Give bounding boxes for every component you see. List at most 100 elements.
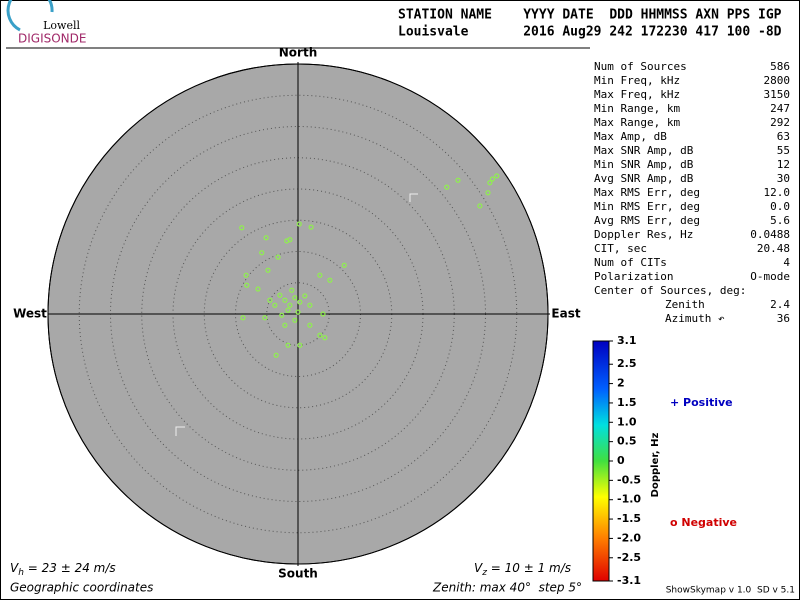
colorbar-tick-label: -1.5 <box>617 512 641 525</box>
colorbar-tick-label: 0.5 <box>617 435 637 448</box>
legend-negative: o Negative <box>670 516 737 529</box>
stat-value: 0.0488 <box>750 228 790 241</box>
source <box>327 277 333 283</box>
stat-value: 0.0 <box>770 200 790 213</box>
stat-label: Max Range, km <box>594 116 680 129</box>
stat-value: 4 <box>783 256 790 269</box>
stat-value: 36 <box>777 312 790 325</box>
stat-label: Center of Sources, deg: <box>594 284 746 297</box>
west: West <box>13 307 47 321</box>
source <box>259 250 265 256</box>
stat-value: 586 <box>770 60 790 73</box>
source <box>240 315 246 321</box>
stat-value: 55 <box>777 144 790 157</box>
source <box>297 299 303 305</box>
stat-value: 12 <box>777 158 790 171</box>
stat-value: 2800 <box>764 74 791 87</box>
stat-label: Max SNR Amp, dB <box>594 144 694 157</box>
source <box>287 302 293 308</box>
source <box>285 307 291 313</box>
legend-positive: + Positive <box>670 396 733 409</box>
stat-label: Num of Sources <box>594 60 687 73</box>
source <box>275 254 281 260</box>
colorbar-tick-label: 2 <box>617 377 625 390</box>
source <box>307 322 313 328</box>
source <box>317 272 323 278</box>
colorbar-tick-label: -1.0 <box>617 493 641 506</box>
source <box>244 282 250 288</box>
stat-label: Avg RMS Err, deg <box>594 214 700 227</box>
source <box>297 342 303 348</box>
source <box>273 352 279 358</box>
source <box>279 312 285 318</box>
source <box>243 272 249 278</box>
stat-label: CIT, sec <box>594 242 647 255</box>
stat-value: 2.4 <box>770 298 790 311</box>
stat-value: 63 <box>777 130 790 143</box>
south: South <box>278 567 318 581</box>
stat-label: Min Range, km <box>594 102 680 115</box>
north: North <box>279 46 317 60</box>
stat-value: 12.0 <box>764 186 791 199</box>
colorbar-tick-label: -0.5 <box>617 473 641 486</box>
source <box>285 342 291 348</box>
colorbar-tick-label: -2.0 <box>617 531 641 544</box>
marker <box>175 426 185 436</box>
colorbar-tick-label: -3.1 <box>617 574 641 587</box>
stat-label: Min Freq, kHz <box>594 74 680 87</box>
version: ShowSkymap v 1.0 SD v 5.1 <box>666 586 795 596</box>
source <box>277 292 283 298</box>
zenith-info: Zenith: max 40° step 5° <box>432 581 582 595</box>
stat-value: O-mode <box>750 270 790 283</box>
colorbar-tick-label: 1.5 <box>617 396 637 409</box>
source <box>322 335 328 341</box>
source <box>282 322 288 328</box>
stat-label: Max Amp, dB <box>594 130 667 143</box>
source <box>455 177 461 183</box>
stat-value: 3150 <box>764 88 791 101</box>
stat-label: Num of CITs <box>594 256 667 269</box>
source <box>239 225 245 231</box>
stat-value: 292 <box>770 116 790 129</box>
stat-value: 30 <box>777 172 790 185</box>
coords: Geographic coordinates <box>10 581 153 595</box>
stat-label: Min RMS Err, deg <box>594 200 700 213</box>
colorbar-tick-label: 0 <box>617 454 625 467</box>
vz: Vz = 10 ± 1 m/s <box>474 561 571 578</box>
logo-top: Lowell <box>43 19 80 32</box>
stat-value: 20.48 <box>757 242 790 255</box>
stat-label: Max Freq, kHz <box>594 88 680 101</box>
source <box>341 262 347 268</box>
source <box>289 287 295 293</box>
source <box>320 311 326 317</box>
source <box>494 173 500 179</box>
source <box>444 184 450 190</box>
colorbar-tick-label: 3.1 <box>617 334 637 347</box>
logo-swoosh <box>6 0 54 32</box>
source <box>265 267 271 273</box>
stat-label: Azimuth ↶ <box>665 312 725 325</box>
source <box>308 224 314 230</box>
source <box>272 302 278 308</box>
source <box>485 190 491 196</box>
colorbar-tick-label: 1.0 <box>617 415 637 428</box>
source <box>487 180 493 186</box>
header-columns: STATION NAME YYYY DATE DDD HHMMSS AXN PP… <box>398 8 782 23</box>
source <box>255 286 261 292</box>
colorbar-tick-label: -2.5 <box>617 551 641 564</box>
header-values: Louisvale 2016 Aug29 242 172230 417 100 … <box>398 25 782 40</box>
stat-label: Avg SNR Amp, dB <box>594 172 694 185</box>
stat-label: Max RMS Err, deg <box>594 186 700 199</box>
source <box>296 221 302 227</box>
source <box>477 203 483 209</box>
stat-label: Zenith <box>665 298 705 311</box>
vh: Vh = 23 ± 24 m/s <box>10 561 116 578</box>
colorbar-label: Doppler, Hz <box>650 433 661 498</box>
source <box>267 297 273 303</box>
marker <box>409 193 418 202</box>
logo-bottom: DIGISONDE <box>18 32 86 46</box>
source <box>263 235 269 241</box>
source <box>317 332 323 338</box>
stat-value: 5.6 <box>770 214 790 227</box>
